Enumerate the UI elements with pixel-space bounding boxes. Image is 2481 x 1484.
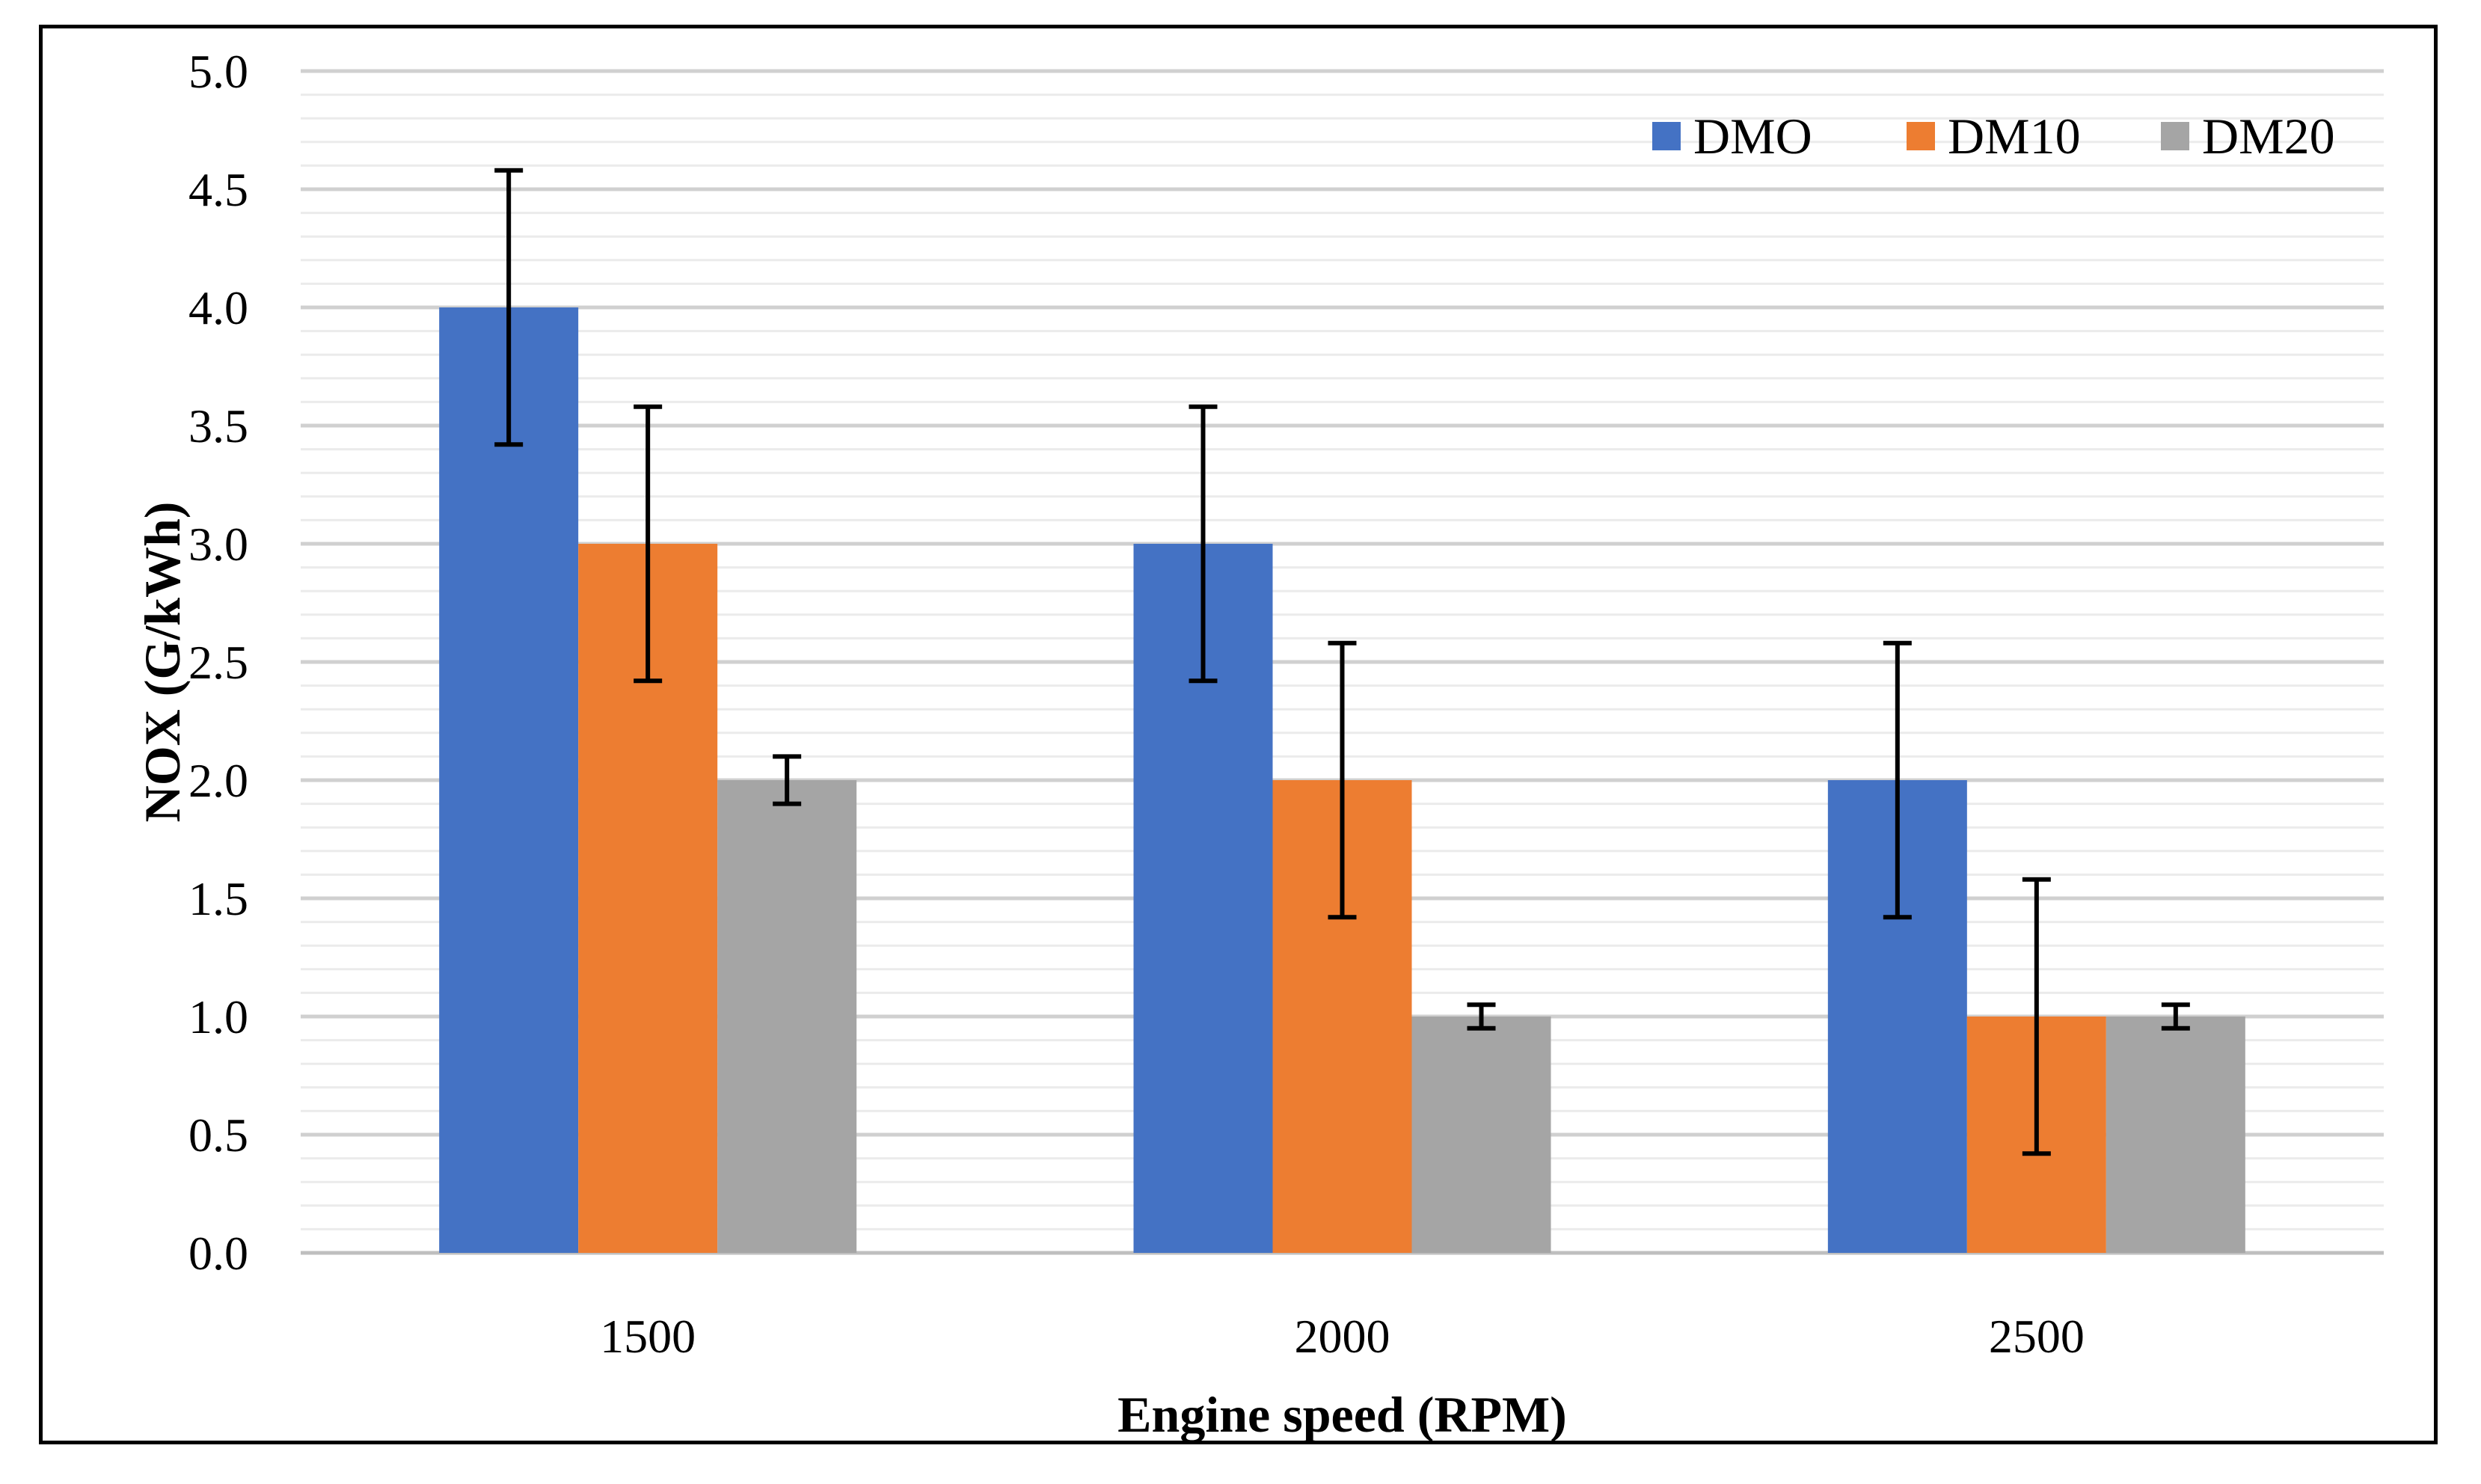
y-tick-label: 4.0 <box>188 281 248 334</box>
legend-swatch-dmo <box>1652 122 1681 150</box>
y-tick-label: 3.0 <box>188 518 248 571</box>
x-axis-title: Engine speed (RPM) <box>1117 1386 1567 1441</box>
y-axis-title: NOX (G/kWh) <box>134 502 191 823</box>
error-bars <box>494 168 2190 1156</box>
legend-swatch-dm20 <box>2161 122 2189 150</box>
y-tick-label: 2.0 <box>188 754 248 807</box>
y-tick-label: 3.5 <box>188 399 248 453</box>
y-tick-labels: 0.0 0.5 1.0 1.5 2.0 2.5 3.0 3.5 4.0 4.5 5.0 <box>188 45 248 1280</box>
legend-swatch-dm10 <box>1907 122 1935 150</box>
bar-chart: 0.0 0.5 1.0 1.5 2.0 2.5 3.0 3.5 4.0 4.5 5.0 1500 20… <box>134 45 2384 1441</box>
y-tick-label: 4.5 <box>188 163 248 216</box>
y-tick-label: 5.0 <box>188 45 248 98</box>
legend-label-dm10: DM10 <box>1948 108 2081 165</box>
x-tick-label: 1500 <box>600 1310 696 1363</box>
bar-dmo-1500 <box>439 307 579 1253</box>
x-tick-label: 2000 <box>1295 1310 1390 1363</box>
bar-dm20-1500 <box>717 780 857 1253</box>
y-tick-label: 1.0 <box>188 990 248 1043</box>
y-tick-label: 1.5 <box>188 872 248 925</box>
y-tick-label: 0.0 <box>188 1227 248 1280</box>
bar-dm20-2000 <box>1411 1017 1551 1253</box>
x-tick-labels: 1500 2000 2500 <box>600 1310 2085 1363</box>
legend: DMO DM10 DM20 <box>1652 108 2335 165</box>
chart-frame: 0.0 0.5 1.0 1.5 2.0 2.5 3.0 3.5 4.0 4.5 5.0 1500 20… <box>39 25 2438 1444</box>
bar-dm20-2500 <box>2106 1017 2245 1253</box>
y-tick-label: 2.5 <box>188 636 248 689</box>
x-tick-label: 2500 <box>1989 1310 2085 1363</box>
legend-label-dm20: DM20 <box>2202 108 2335 165</box>
y-tick-label: 0.5 <box>188 1109 248 1162</box>
legend-label-dmo: DMO <box>1693 108 1812 165</box>
